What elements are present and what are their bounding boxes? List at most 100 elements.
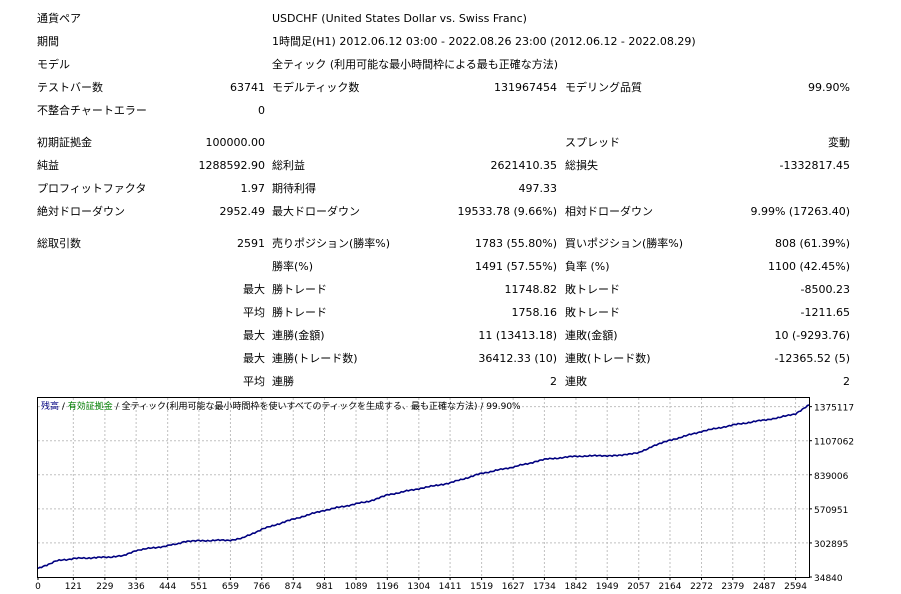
largest-loss-value: -8500.23 (800, 283, 850, 296)
max-consecutive-losses-value: 10 (-9293.76) (774, 329, 850, 342)
deposit-label: 初期証拠金 (37, 136, 92, 149)
legend-separator: / (59, 402, 68, 412)
x-tick-label: 981 (316, 582, 333, 592)
legend-equity: 有効証拠金 (67, 402, 113, 412)
x-tick-label: 444 (159, 582, 176, 592)
ticks-value: 131967454 (494, 81, 557, 94)
average-loss-label: 敗トレード (565, 306, 620, 319)
x-tick-label: 1411 (439, 582, 462, 592)
x-tick-label: 874 (285, 582, 302, 592)
average-profit-value: 1758.16 (511, 306, 558, 319)
x-tick-label: 121 (65, 582, 82, 592)
avg-consecutive-wins-label: 連勝 (272, 375, 294, 388)
y-tick-label: 839006 (814, 472, 849, 482)
bars-label: テストバー数 (37, 81, 103, 94)
maximal-qualifier: 最大 (243, 352, 265, 365)
max-consecutive-losses-label: 連敗(金額) (565, 329, 618, 342)
max-consecutive-wins-value: 11 (13413.18) (478, 329, 557, 342)
max-consecutive-wins-label: 連勝(金額) (272, 329, 325, 342)
x-tick-label: 2057 (627, 582, 650, 592)
x-tick-label: 1949 (596, 582, 619, 592)
max-consecutive-loss-value: -12365.52 (5) (774, 352, 850, 365)
y-tick-label: 1107062 (814, 438, 854, 448)
x-tick-label: 1519 (470, 582, 493, 592)
average-consecutive-qualifier: 平均 (243, 375, 265, 388)
profit-factor-value: 1.97 (240, 182, 266, 195)
profit-trades-label: 勝率(%) (272, 260, 314, 273)
total-trades-value: 2591 (237, 237, 265, 250)
x-tick-label: 1842 (564, 582, 587, 592)
average-profit-label: 勝トレード (272, 306, 327, 319)
max-consecutive-loss-label: 連敗(トレード数) (565, 352, 651, 365)
legend-balance: 残高 (41, 402, 60, 412)
x-tick-label: 2594 (784, 582, 807, 592)
legend-separator: / (477, 402, 487, 412)
x-tick-label: 336 (128, 582, 145, 592)
period-value: 1時間足(H1) 2012.06.12 03:00 - 2022.08.26 2… (272, 35, 696, 48)
largest-profit-value: 11748.82 (504, 283, 558, 296)
maximal-drawdown-value: 19533.78 (9.66%) (457, 205, 557, 218)
expected-payoff-label: 期待利得 (272, 182, 316, 195)
largest-profit-label: 勝トレード (272, 283, 327, 296)
gross-loss-label: 総損失 (565, 159, 598, 172)
ticks-label: モデルティック数 (272, 81, 360, 94)
quality-value: 99.90% (808, 81, 850, 94)
net-profit-label: 純益 (37, 159, 59, 172)
model-value: 全ティック (利用可能な最小時間枠による最も正確な方法) (272, 58, 559, 71)
gross-profit-value: 2621410.35 (490, 159, 557, 172)
x-tick-label: 1089 (345, 582, 368, 592)
x-tick-label: 1734 (533, 582, 556, 592)
max-consecutive-profit-label: 連勝(トレード数) (272, 352, 358, 365)
average-loss-value: -1211.65 (800, 306, 850, 319)
model-label: モデル (37, 58, 70, 71)
symbol-label: 通貨ペア (37, 12, 81, 25)
legend-separator: / (112, 402, 122, 412)
spread-value: 変動 (828, 136, 850, 149)
short-positions-value: 1783 (55.80%) (474, 237, 557, 250)
avg-consecutive-wins-value: 2 (550, 375, 557, 388)
legend-model: 全ティック(利用可能な最小時間枠を使いすべてのティックを生成する、最も正確な方法… (121, 402, 478, 412)
x-tick-label: 1627 (502, 582, 525, 592)
x-tick-label: 2272 (690, 582, 713, 592)
spread-label: スプレッド (565, 136, 620, 149)
gross-loss-value: -1332817.45 (779, 159, 850, 172)
symbol-value: USDCHF (United States Dollar vs. Swiss F… (272, 12, 527, 25)
loss-trades-value: 1100 (42.45%) (767, 260, 850, 273)
x-tick-label: 2164 (659, 582, 682, 592)
x-tick-label: 766 (253, 582, 270, 592)
y-tick-label: 302895 (814, 540, 848, 550)
chart-legend: 残高 / 有効証拠金 / 全ティック(利用可能な最小時間枠を使いすべてのティック… (41, 401, 521, 413)
loss-trades-label: 負率 (%) (565, 260, 610, 273)
y-tick-label: 1375117 (814, 404, 854, 414)
short-positions-label: 売りポジション(勝率%) (272, 237, 391, 250)
deposit-value: 100000.00 (205, 136, 266, 149)
x-tick-label: 659 (222, 582, 239, 592)
quality-label: モデリング品質 (565, 81, 642, 94)
avg-consecutive-losses-value: 2 (843, 375, 850, 388)
relative-drawdown-value: 9.99% (17263.40) (750, 205, 850, 218)
x-tick-label: 2487 (753, 582, 776, 592)
x-tick-label: 551 (190, 582, 207, 592)
net-profit-value: 1288592.90 (198, 159, 265, 172)
absolute-drawdown-value: 2952.49 (219, 205, 266, 218)
expected-payoff-value: 497.33 (518, 182, 558, 195)
errors-value: 0 (258, 104, 265, 117)
y-tick-label: 34840 (814, 574, 843, 584)
x-tick-label: 1196 (376, 582, 399, 592)
legend-quality: 99.90% (486, 402, 521, 412)
total-trades-label: 総取引数 (37, 237, 81, 250)
period-label: 期間 (37, 35, 59, 48)
relative-drawdown-label: 相対ドローダウン (565, 205, 653, 218)
profit-factor-label: プロフィットファクタ (37, 182, 147, 195)
x-tick-label: 229 (96, 582, 113, 592)
gross-profit-label: 総利益 (272, 159, 305, 172)
x-tick-label: 1304 (407, 582, 430, 592)
avg-consecutive-losses-label: 連敗 (565, 375, 587, 388)
max-consecutive-profit-value: 36412.33 (10) (478, 352, 557, 365)
y-tick-label: 570951 (814, 506, 848, 516)
balance-line (37, 404, 810, 570)
maximum-qualifier: 最大 (243, 329, 265, 342)
x-tick-label: 0 (35, 582, 41, 592)
maximal-drawdown-label: 最大ドローダウン (272, 205, 360, 218)
